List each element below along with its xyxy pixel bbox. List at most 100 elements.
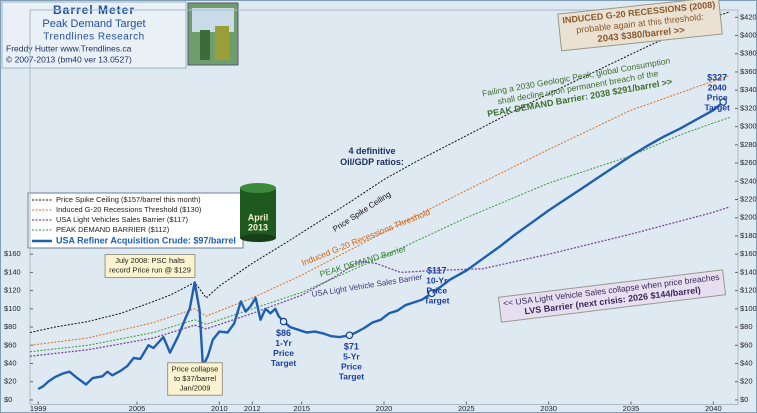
y-tick-label: $200 [740,213,757,222]
target-label: $117 [427,266,447,276]
target-label: $86 [276,328,291,338]
annotation-box [167,362,223,396]
y-tick-label: $60 [740,340,753,349]
barrel-top [240,183,276,193]
y-tick-label: $20 [4,377,17,386]
annotation-text: 4 definitive [348,146,395,156]
legend-label: USA Light Vehicles Sales Barrier ($117) [56,215,189,224]
y-tick-label: $160 [4,249,21,258]
annotation-text: Jan/2009 [180,383,211,392]
y-tick-label: $180 [740,231,757,240]
copyright: © 2007-2013 (bm40 ver 13.0527) [6,54,132,64]
annotation-box [557,0,723,52]
x-tick-label: 2025 [458,404,475,413]
series-line [29,117,730,353]
y-tick-label: $100 [4,304,21,313]
chart-subtitle: Peak Demand Target [42,18,145,30]
y-tick-label: $20 [740,377,753,386]
target-caption: 2040 [708,82,727,92]
legend-label: PEAK DEMAND BARRIER ($112) [56,225,170,234]
target-caption: Target [339,372,365,382]
header: Barrel Meter Peak Demand Target Trendlin… [1,1,239,69]
legend [27,192,244,249]
target-marker [345,331,354,340]
y-tick-label: $220 [740,194,757,203]
y-tick-label: $140 [4,267,21,276]
y-tick-label: $40 [740,358,753,367]
y-tick-label: $80 [4,322,17,331]
x-tick-label: 2015 [293,404,310,413]
y-tick-label: $240 [740,176,757,185]
x-tick-label: 2040 [705,404,722,413]
x-tick-label: 1999 [30,404,47,413]
y-tick-label: $0 [740,395,748,404]
target-caption: Price [707,92,728,102]
annotation-text: July 2008: PSC halts [115,256,185,265]
series-line [37,101,724,391]
x-tick-label: 2035 [623,404,640,413]
annotation-text: record Price run @ $129 [109,266,191,275]
x-tick-label: 2020 [376,404,393,413]
target-label: $327 [707,72,727,82]
y-tick-label: $120 [4,286,21,295]
barrel-icon [240,183,276,242]
y-tick-label: $340 [740,85,757,94]
y-tick-label: $160 [740,249,757,258]
series-line [29,11,730,333]
barrel-bottom [240,234,276,242]
target-label: $71 [344,342,359,352]
y-tick-label: $120 [740,286,757,295]
target-marker [427,289,436,298]
x-tick-label: 2012 [244,404,261,413]
target-caption: Price [341,362,362,372]
y-tick-label: $320 [740,103,757,112]
author: Freddy Hutter www.Trendlines.ca [6,43,132,53]
target-marker [279,317,288,326]
barrel-label: 2013 [248,222,268,232]
legend-label: Price Spike Ceiling ($157/barrel this mo… [56,195,201,204]
y-tick-label: $400 [740,30,757,39]
series-line [29,206,731,357]
annotation-text: Price collapse [172,364,219,373]
header-box [1,1,187,69]
publisher: Trendlines Research [43,32,144,43]
y-tick-label: $140 [740,267,757,276]
target-caption: Price [426,286,447,296]
y-tick-label: $80 [740,322,753,331]
series-line [29,75,730,346]
legend-label: Induced G-20 Recessions Threshold ($130) [56,205,202,214]
y-tick-label: $280 [740,140,757,149]
target-caption: Target [424,296,450,306]
annotation-text: to $37/barrel [174,374,216,383]
y-tick-label: $380 [740,49,757,58]
barrel-body [240,188,276,238]
logo-barrel [215,26,229,60]
target-caption: Target [705,102,731,112]
x-tick-label: 2010 [211,404,228,413]
target-marker [719,98,727,106]
target-caption: 10-Yr [426,276,448,286]
y-tick-label: $40 [4,358,17,367]
x-tick-label: 2005 [129,404,146,413]
annotation-text: Oil/GDP ratios: [340,157,404,167]
logo-barrel [200,30,210,60]
legend-box [27,192,244,249]
y-tick-label: $0 [4,395,12,404]
barrel-label: April [248,212,269,222]
annotation-box [497,269,727,323]
y-tick-label: $420 [740,12,757,21]
y-tick-label: $100 [740,304,757,313]
annotation-box [104,254,196,278]
x-tick-label: 2030 [540,404,557,413]
y-tick-label: $300 [740,122,757,131]
legend-label: USA Refiner Acquisition Crude: $97/barre… [56,235,236,245]
target-caption: Price [273,348,294,358]
y-tick-label: $60 [4,340,17,349]
target-caption: 5-Yr [343,352,360,362]
y-tick-label: $260 [740,158,757,167]
target-caption: 1-Yr [275,338,292,348]
